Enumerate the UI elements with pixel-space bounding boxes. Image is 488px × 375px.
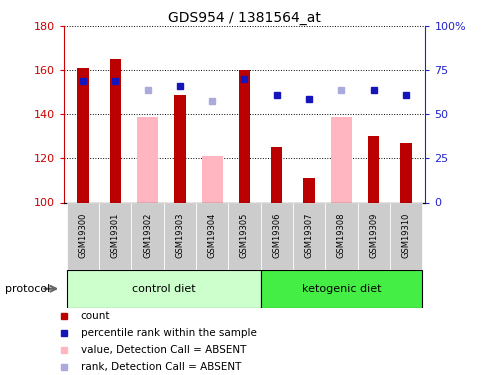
Bar [131, 202, 163, 270]
Text: GSM19300: GSM19300 [78, 213, 87, 258]
Bar [67, 202, 99, 270]
Bar [99, 202, 131, 270]
Text: GSM19308: GSM19308 [336, 213, 345, 258]
Text: protocol: protocol [5, 284, 50, 294]
Text: control diet: control diet [132, 284, 195, 294]
Text: value, Detection Call = ABSENT: value, Detection Call = ABSENT [81, 345, 245, 355]
Bar [400, 143, 411, 202]
Bar [201, 156, 222, 203]
Bar [109, 59, 121, 202]
Bar [260, 202, 292, 270]
Text: GSM19302: GSM19302 [143, 213, 152, 258]
Bar [303, 178, 314, 203]
Bar [330, 117, 351, 202]
Bar [228, 202, 260, 270]
Text: GSM19307: GSM19307 [304, 213, 313, 258]
Bar [196, 202, 228, 270]
Bar [174, 94, 185, 202]
Text: GSM19309: GSM19309 [368, 213, 377, 258]
Text: GSM19305: GSM19305 [240, 213, 248, 258]
Text: GSM19303: GSM19303 [175, 213, 184, 258]
Bar [163, 202, 196, 270]
Text: GSM19310: GSM19310 [401, 213, 410, 258]
Bar [238, 70, 250, 202]
Bar [325, 202, 357, 270]
Text: rank, Detection Call = ABSENT: rank, Detection Call = ABSENT [81, 362, 241, 372]
Bar [367, 136, 379, 202]
Text: GSM19301: GSM19301 [111, 213, 120, 258]
Text: GSM19306: GSM19306 [272, 213, 281, 258]
Bar [271, 147, 282, 202]
Bar [260, 270, 421, 308]
Bar [137, 117, 158, 202]
Text: count: count [81, 311, 110, 321]
Bar [357, 202, 389, 270]
Bar [77, 68, 88, 203]
Text: GSM19304: GSM19304 [207, 213, 216, 258]
Text: ketogenic diet: ketogenic diet [301, 284, 381, 294]
Text: GDS954 / 1381564_at: GDS954 / 1381564_at [168, 11, 320, 25]
Bar [292, 202, 325, 270]
Bar [67, 270, 260, 308]
Bar [389, 202, 421, 270]
Text: percentile rank within the sample: percentile rank within the sample [81, 328, 256, 338]
